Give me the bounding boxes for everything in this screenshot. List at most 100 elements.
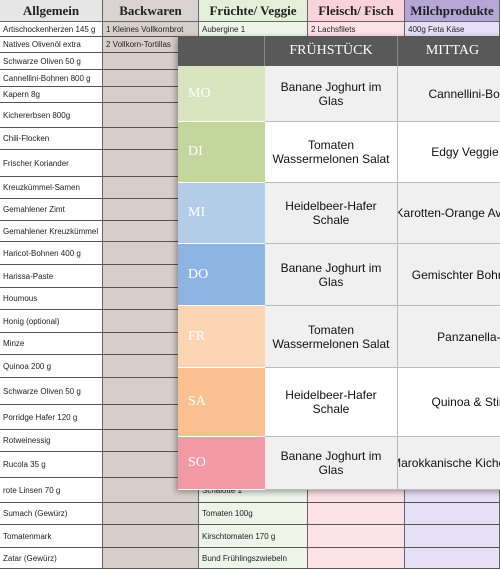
list-item-text: Chili-Flocken — [3, 134, 50, 143]
column-header: Fleisch/ Fisch — [308, 0, 405, 22]
list-item: Rucola 35 g — [0, 452, 103, 478]
list-item-text: Gemahlener Zimt — [3, 205, 65, 214]
list-item: rote Linsen 70 g — [0, 478, 103, 503]
list-item: Chili-Flocken — [0, 128, 103, 150]
lunch: Panzanella-Sal — [398, 306, 500, 368]
list-cell — [308, 503, 405, 525]
list-item-text: 1 Kleines Vollkornbrot — [106, 24, 184, 34]
list-cell — [308, 525, 405, 548]
list-cell — [405, 525, 500, 548]
list-item-text: Sumach (Gewürz) — [3, 509, 68, 518]
lunch-text: Edgy Veggie Wra — [431, 145, 500, 159]
breakfast: Banane Joghurt im Glas — [265, 437, 398, 490]
list-item-text: rote Linsen 70 g — [3, 485, 61, 495]
breakfast: Heidelbeer-Hafer Schale — [265, 368, 398, 437]
breakfast: Banane Joghurt im Glas — [265, 244, 398, 306]
list-item: Kreuzkümmel-Samen — [0, 177, 103, 199]
column-header: Backwaren — [103, 0, 199, 22]
day-label-text: MO — [188, 85, 211, 101]
column-header-text: Fleisch/ Fisch — [318, 3, 394, 18]
breakfast: Banane Joghurt im Glas — [265, 66, 398, 122]
column-header-text: Milchprodukte — [410, 3, 494, 18]
list-item-text: Frischer Koriander — [3, 158, 69, 168]
list-item-text: Schwarze Oliven 50 g — [3, 56, 81, 66]
breakfast-text: Tomaten Wassermelonen Salat — [272, 322, 390, 351]
list-cell — [405, 503, 500, 525]
breakfast: Tomaten Wassermelonen Salat — [265, 306, 398, 368]
column-header-text: Früchte/ Veggie — [209, 3, 297, 18]
breakfast-text: Heidelbeer-Hafer Schale — [285, 388, 377, 416]
list-item: Kirschtomaten 170 g — [199, 525, 308, 548]
breakfast-text: Banane Joghurt im Glas — [280, 79, 382, 108]
list-item: Kichererbsen 800g — [0, 103, 103, 128]
column-header: Milchprodukte — [405, 0, 500, 22]
list-item-text: Harissa-Paste — [3, 271, 54, 281]
list-item: Aubergine 1 — [199, 22, 308, 37]
day-label: DO — [178, 244, 265, 306]
list-item-text: 2 Lachsfilets — [311, 24, 356, 34]
list-item-text: Minze — [3, 339, 25, 348]
list-item: Tomaten 100g — [199, 503, 308, 525]
column-header-text: Backwaren — [119, 3, 182, 18]
list-item: Haricot-Bohnen 400 g — [0, 242, 103, 265]
list-cell — [405, 548, 500, 569]
day-label-text: DO — [188, 266, 209, 282]
lunch: Quinoa & Stir Fry — [398, 368, 500, 437]
list-item-text: Kapern 8g — [3, 90, 40, 99]
lunch-text: Panzanella-Sal — [437, 329, 500, 344]
list-item-text: Natives Olivenöl extra — [3, 40, 81, 49]
list-cell — [103, 503, 199, 525]
list-item-text: Artischockenherzen 145 g — [3, 24, 96, 34]
breakfast-text: Banane Joghurt im Glas — [280, 260, 382, 289]
list-cell — [308, 548, 405, 569]
list-item: Cannellini-Bohnen 800 g — [0, 70, 103, 87]
day-label: MO — [178, 66, 265, 122]
list-item: Houmous — [0, 288, 103, 310]
list-item: Schwarze Oliven 50 g — [0, 378, 103, 405]
plan-header: FRÜHSTÜCK — [265, 36, 398, 66]
list-item: Honig (optional) — [0, 310, 103, 333]
lunch: Cannellini-Bohnen — [398, 66, 500, 122]
day-label: FR — [178, 306, 265, 368]
column-header: Früchte/ Veggie — [199, 0, 308, 22]
day-label: SO — [178, 437, 265, 490]
lunch: Gemischter Bohnensalat — [398, 244, 500, 306]
list-item: Bund Frühlingszwiebeln — [199, 548, 308, 569]
list-item: 1 Kleines Vollkornbrot — [103, 22, 199, 37]
day-label-text: SO — [188, 455, 206, 470]
day-label-text: DI — [188, 144, 203, 159]
lunch: Karotten-Orange Avocadosalat — [398, 183, 500, 244]
list-item-text: Kichererbsen 800g — [3, 110, 71, 120]
list-item-text: Rucola 35 g — [3, 460, 46, 469]
day-label-text: MI — [188, 205, 206, 220]
lunch-text: Karotten-Orange Avocadosalat — [398, 206, 500, 220]
list-item-text: Kirschtomaten 170 g — [202, 531, 276, 541]
list-item: Frischer Koriander — [0, 150, 103, 177]
day-label-text: SA — [188, 394, 206, 409]
list-item: Gemahlener Kreuzkümmel — [0, 221, 103, 242]
list-item: Kapern 8g — [0, 87, 103, 103]
plan-header-text: MITTAG — [425, 43, 480, 58]
list-item-text: 2 Vollkorn-Tortillas — [106, 40, 171, 49]
day-label: MI — [178, 183, 265, 244]
list-item-text: Schwarze Oliven 50 g — [3, 386, 81, 396]
list-item-text: 400g Feta Käse — [408, 24, 465, 34]
list-item: Gemahlener Zimt — [0, 199, 103, 221]
list-item-text: Tomatenmark — [3, 531, 52, 541]
list-item-text: Haricot-Bohnen 400 g — [3, 248, 81, 258]
list-item-text: Rotweinessig — [3, 436, 51, 445]
plan-header-text: FRÜHSTÜCK — [289, 43, 373, 58]
list-item-text: Quinoa 200 g — [3, 361, 52, 371]
breakfast-text: Tomaten Wassermelonen Salat — [272, 138, 390, 166]
list-item: Harissa-Paste — [0, 265, 103, 288]
list-cell — [103, 525, 199, 548]
breakfast-text: Banane Joghurt im Glas — [280, 449, 382, 477]
column-header: Allgemein — [0, 0, 103, 22]
list-item: Minze — [0, 333, 103, 355]
plan-header: MITTAG — [398, 36, 500, 66]
list-item: Zatar (Gewürz) — [0, 548, 103, 569]
list-item-text: Zatar (Gewürz) — [3, 553, 57, 563]
list-item: Quinoa 200 g — [0, 355, 103, 378]
list-item-text: Gemahlener Kreuzkümmel — [3, 226, 99, 236]
list-item: 2 Lachsfilets — [308, 22, 405, 37]
